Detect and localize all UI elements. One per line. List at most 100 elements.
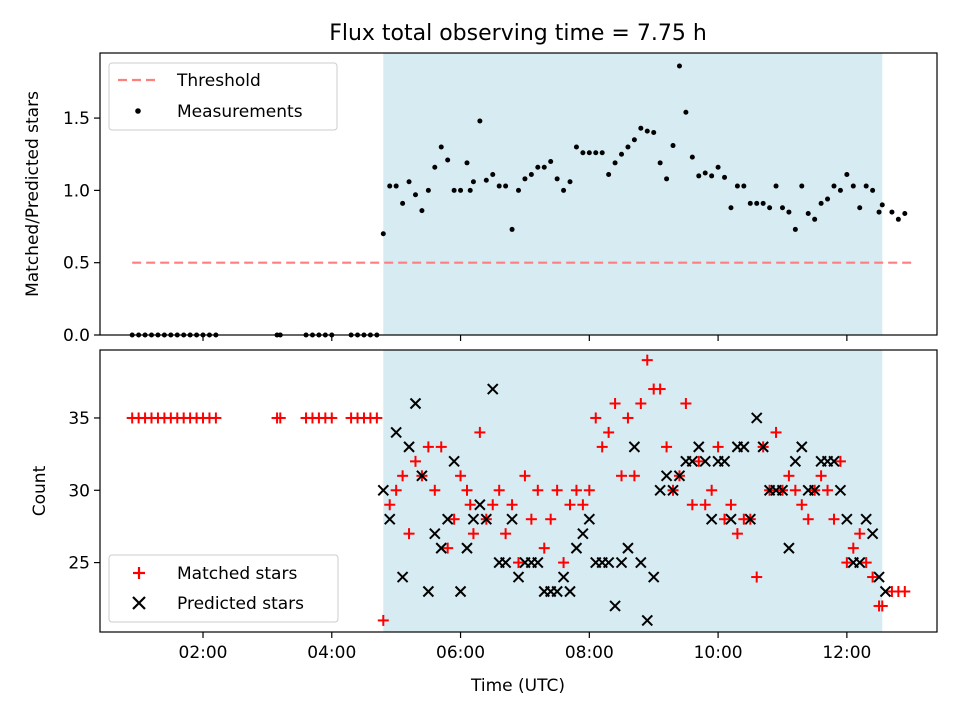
measurement-point <box>522 176 528 182</box>
measurement-point <box>722 174 728 180</box>
matched-star-point <box>474 426 486 438</box>
measurement-point <box>503 183 509 189</box>
matched-star-point <box>796 499 808 511</box>
measurement-point <box>651 130 657 136</box>
measurement-point <box>670 143 676 149</box>
measurement-point <box>754 200 760 206</box>
matched-star-point <box>641 354 653 366</box>
matched-star-point <box>628 470 640 482</box>
measurement-point <box>432 164 438 170</box>
count-y-tick-label: 25 <box>68 554 90 574</box>
measurement-point <box>702 170 708 176</box>
measurement-point <box>445 157 451 163</box>
matched-star-point <box>815 470 827 482</box>
measurement-point <box>876 209 882 215</box>
predicted-star-marker <box>635 556 647 569</box>
measurement-point <box>619 151 625 157</box>
predicted-star-marker <box>648 571 660 583</box>
matched-star-point <box>429 484 441 496</box>
measurement-point <box>425 187 431 193</box>
predicted-star-marker <box>789 455 802 468</box>
matched-star-point <box>876 600 888 612</box>
x-tick-label: 04:00 <box>307 643 356 663</box>
predicted-star-point <box>705 513 718 525</box>
measurement-point <box>464 160 470 166</box>
chart-title: Flux total observing time = 7.75 h <box>329 21 707 46</box>
predicted-star-point <box>751 412 763 424</box>
measurement-point <box>599 150 605 156</box>
predicted-star-point <box>602 556 615 569</box>
predicted-star-point <box>583 513 596 525</box>
matched-star-point <box>583 484 595 496</box>
predicted-star-marker <box>615 556 628 569</box>
predicted-star-point <box>506 513 518 525</box>
measurement-point <box>805 211 811 217</box>
measurement-point <box>715 164 721 170</box>
measurement-point <box>799 183 805 189</box>
measurement-point <box>438 144 444 150</box>
predicted-star-point <box>744 513 756 525</box>
predicted-star-point <box>403 441 415 453</box>
matched-star-point <box>725 499 737 511</box>
matched-star-point <box>467 528 479 540</box>
predicted-star-marker <box>622 542 634 554</box>
matched-star-point <box>442 542 454 554</box>
matched-star-point <box>609 398 621 410</box>
predicted-star-point <box>564 585 576 598</box>
measurement-point <box>902 211 908 217</box>
predicted-star-point <box>551 585 563 598</box>
measurement-point <box>818 200 824 206</box>
measurement-point <box>612 160 618 166</box>
matched-star-point <box>371 412 383 424</box>
ratio-y-tick-label: 0.5 <box>63 254 90 274</box>
predicted-star-marker <box>506 513 518 525</box>
measurement-point <box>844 171 850 177</box>
predicted-star-marker <box>570 542 583 554</box>
predicted-star-marker <box>487 383 499 395</box>
count-y-axis-label: Count <box>30 465 50 516</box>
measurement-point <box>625 144 631 150</box>
matched-star-point <box>506 499 518 511</box>
predicted-star-marker <box>577 527 589 540</box>
predicted-star-point <box>467 513 480 525</box>
measurement-point <box>631 137 637 143</box>
measurement-point <box>837 187 843 193</box>
matched-star-point <box>751 571 763 583</box>
predicted-star-point <box>718 455 731 468</box>
predicted-star-point <box>487 383 499 395</box>
matched-star-point <box>596 441 608 453</box>
predicted-star-point <box>854 556 866 569</box>
matched-star-point <box>390 484 402 496</box>
matched-star-point <box>422 441 434 453</box>
legend-matched-swatch <box>133 567 145 579</box>
predicted-star-point <box>409 397 422 410</box>
legend-measurements-swatch <box>135 108 141 114</box>
predicted-star-point <box>641 614 653 627</box>
predicted-star-marker <box>808 484 821 496</box>
matched-star-point <box>577 499 589 511</box>
predicted-star-point <box>499 556 512 569</box>
predicted-star-point <box>622 542 634 554</box>
predicted-star-marker <box>609 600 621 612</box>
predicted-star-point <box>699 455 711 468</box>
matched-star-point <box>519 470 531 482</box>
predicted-star-point <box>879 585 892 598</box>
predicted-star-point <box>474 499 486 511</box>
predicted-star-marker <box>409 397 422 410</box>
predicted-star-marker <box>467 513 480 525</box>
predicted-star-marker <box>873 571 885 583</box>
x-tick-label: 02:00 <box>179 643 228 663</box>
predicted-star-marker <box>705 513 718 525</box>
x-tick-label: 12:00 <box>822 643 871 663</box>
predicted-star-point <box>789 455 802 468</box>
measurement-point <box>400 200 406 206</box>
predicted-star-point <box>422 585 435 598</box>
measurement-point <box>586 150 592 156</box>
count-axes-frame <box>99 349 938 633</box>
predicted-star-point <box>635 556 647 569</box>
measurement-point <box>689 154 695 160</box>
predicted-star-point <box>609 600 621 612</box>
matched-star-point <box>899 586 911 598</box>
measurement-point <box>644 128 650 134</box>
ratio-axes-frame <box>99 52 938 336</box>
